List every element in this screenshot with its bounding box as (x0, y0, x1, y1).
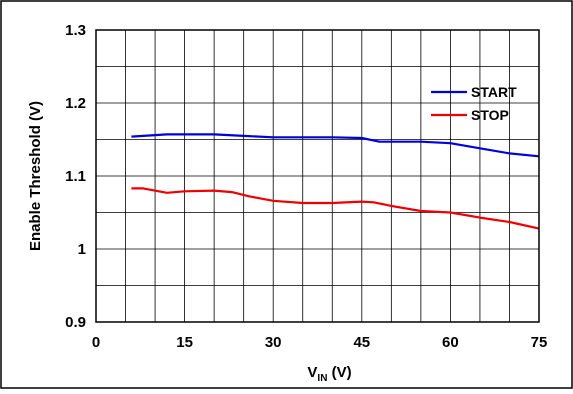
legend-label-stop: STOP (471, 107, 509, 123)
x-axis-label: VIN (V) (307, 364, 351, 384)
plot-border (95, 29, 540, 323)
x-tick-label: 75 (531, 334, 548, 351)
y-tick-label: 1.1 (65, 168, 86, 185)
series-line-stop (131, 187, 540, 230)
tick-labels: 0 15 30 45 60 75 0.9 1 1.1 1.2 1.3 (65, 22, 547, 351)
y-tick-label: 1 (78, 241, 86, 258)
x-axis-label-suffix: (V) (327, 364, 351, 381)
legend-label-start: START (471, 84, 517, 100)
y-tick-label: 1.3 (65, 22, 86, 39)
x-axis-label-main: V (307, 364, 317, 381)
x-tick-label: 0 (92, 334, 100, 351)
x-tick-label: 15 (176, 334, 193, 351)
y-axis-label: Enable Threshold (V) (27, 101, 44, 251)
grid (96, 30, 539, 322)
series-line-start (131, 133, 540, 158)
y-tick-label: 0.9 (65, 314, 86, 331)
series-layer (131, 133, 540, 230)
x-tick-label: 60 (442, 334, 459, 351)
x-axis-label-subscript: IN (317, 373, 327, 384)
legend: START STOP (431, 84, 517, 123)
x-tick-label: 45 (353, 334, 370, 351)
y-tick-label: 1.2 (65, 95, 86, 112)
x-tick-label: 30 (265, 334, 282, 351)
